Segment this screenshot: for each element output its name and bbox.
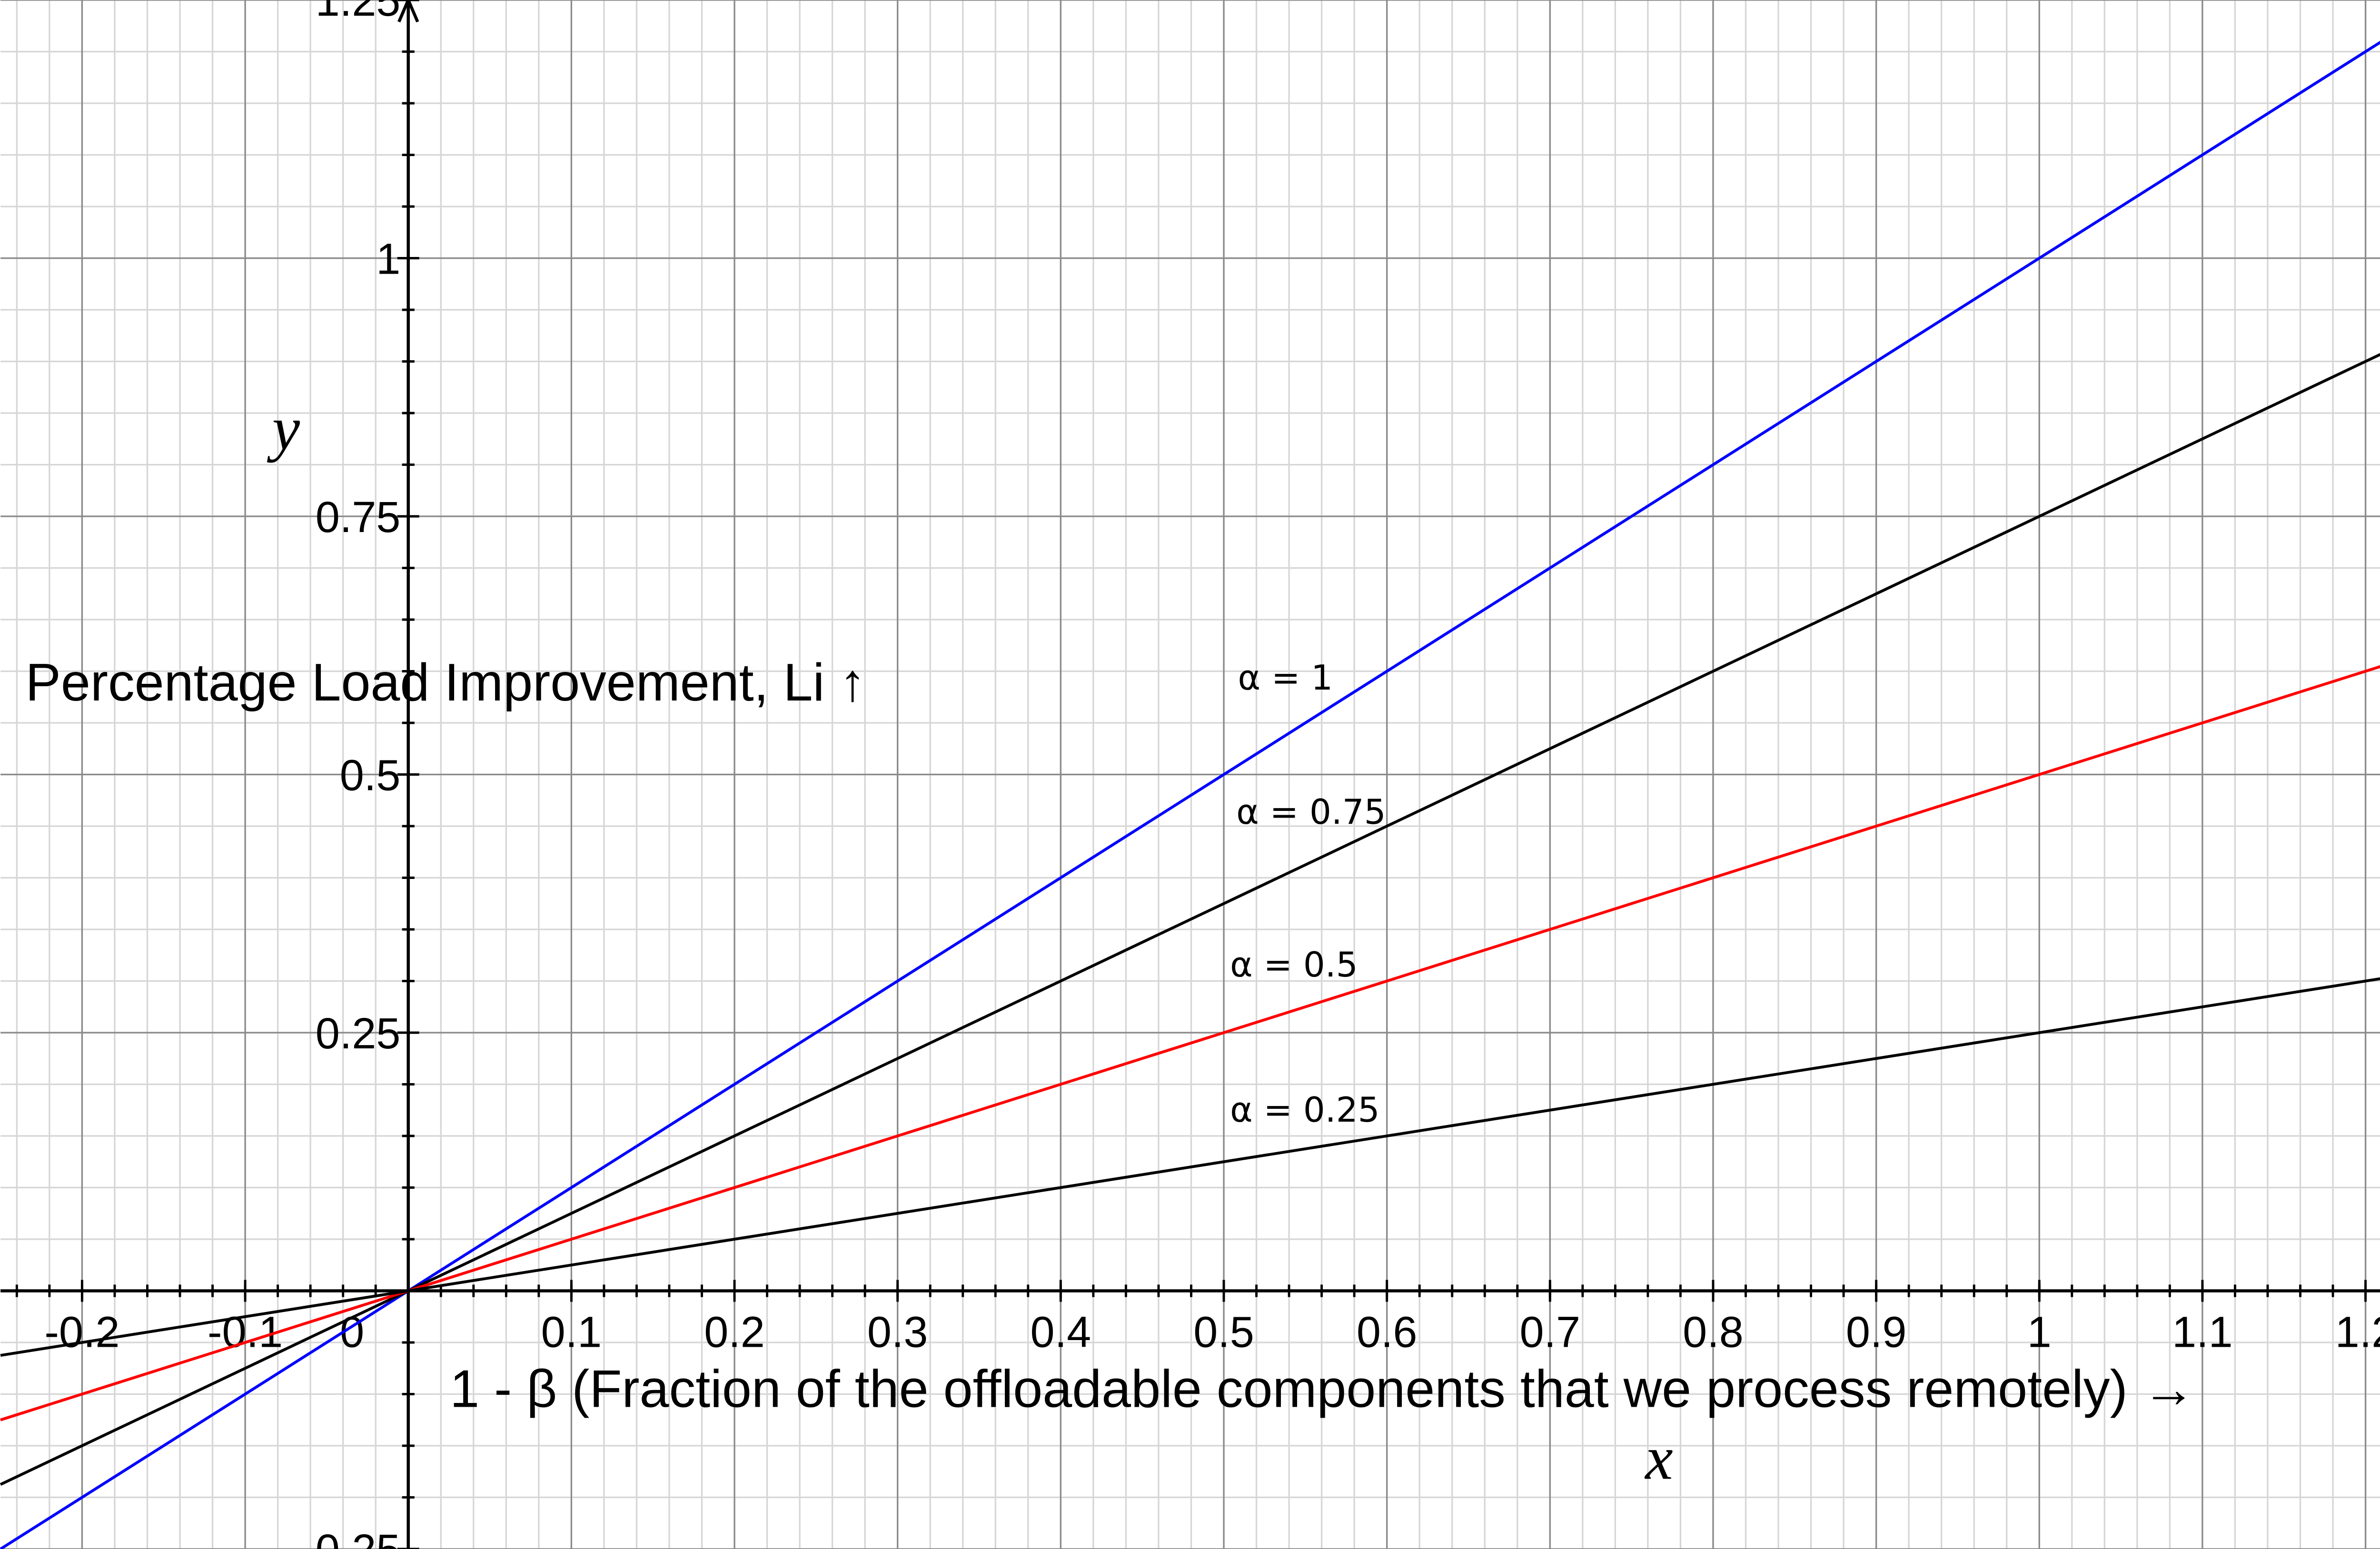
y-axis-title: Percentage Load Improvement, Li ↑ bbox=[26, 652, 866, 712]
y-tick-label: 0.25 bbox=[316, 1009, 401, 1058]
y-axis-name: y bbox=[267, 394, 300, 463]
x-tick-label: 0.4 bbox=[1031, 1308, 1091, 1357]
y-tick-label: 0.5 bbox=[340, 751, 401, 799]
x-tick-label: 0.3 bbox=[867, 1308, 928, 1357]
x-axis-name: x bbox=[1644, 1423, 1673, 1492]
x-tick-label: 0.8 bbox=[1683, 1308, 1744, 1357]
x-tick-label: 0.1 bbox=[541, 1308, 602, 1357]
y-axis-arrow bbox=[397, 0, 419, 23]
y-tick-label: -0.25 bbox=[301, 1526, 400, 1549]
x-tick-label: 0.2 bbox=[704, 1308, 765, 1357]
x-tick-label: 1.2 bbox=[2335, 1308, 2380, 1357]
series-label: α = 0.5 bbox=[1230, 945, 1358, 985]
series-label: α = 1 bbox=[1238, 658, 1333, 698]
y-tick-label: 1 bbox=[376, 235, 400, 283]
x-tick-label: 0.6 bbox=[1357, 1308, 1418, 1357]
series-label: α = 0.25 bbox=[1230, 1090, 1379, 1130]
x-tick-label: 1.1 bbox=[2172, 1308, 2233, 1357]
x-tick-label: 1 bbox=[2027, 1308, 2052, 1357]
x-tick-label: 0.7 bbox=[1520, 1308, 1581, 1357]
series-label: α = 0.75 bbox=[1236, 792, 1386, 832]
x-tick-label: 0.5 bbox=[1193, 1308, 1254, 1357]
x-tick-label: -0.2 bbox=[44, 1308, 119, 1357]
y-tick-label: 1.25 bbox=[316, 0, 401, 25]
labels: 1 - β (Fraction of the offloadable compo… bbox=[26, 394, 2196, 1492]
y-tick-label: 0.75 bbox=[316, 493, 401, 542]
x-tick-label: 0.9 bbox=[1846, 1308, 1907, 1357]
x-axis-title: 1 - β (Fraction of the offloadable compo… bbox=[450, 1359, 2195, 1419]
line bbox=[0, 977, 2380, 1357]
